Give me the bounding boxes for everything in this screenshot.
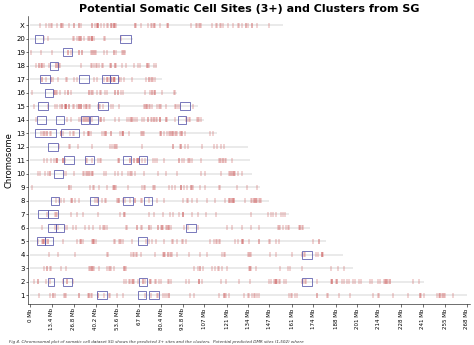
Bar [180, 102, 190, 110]
Bar [137, 292, 146, 299]
Bar [55, 170, 63, 178]
Bar [48, 143, 58, 151]
Bar [48, 224, 56, 232]
Bar [40, 75, 50, 83]
Bar [119, 34, 131, 43]
Bar [302, 251, 312, 259]
Bar [186, 224, 196, 232]
Bar [36, 237, 45, 245]
Bar [36, 116, 46, 124]
Bar [50, 62, 58, 70]
Bar [102, 75, 110, 83]
Bar [56, 116, 64, 124]
Bar [85, 156, 93, 164]
Bar [61, 129, 79, 137]
Bar [64, 156, 74, 164]
Bar [45, 237, 53, 245]
Bar [48, 210, 58, 218]
Bar [63, 278, 73, 286]
Y-axis label: Chromosome: Chromosome [4, 132, 13, 188]
Bar [35, 34, 43, 43]
Bar [178, 116, 186, 124]
Bar [149, 292, 159, 299]
Bar [139, 278, 147, 286]
Title: Potential Somatic Cell Sites (3+) and Clusters from SG: Potential Somatic Cell Sites (3+) and Cl… [79, 4, 419, 14]
Bar [123, 156, 131, 164]
Bar [51, 197, 59, 205]
Bar [139, 156, 147, 164]
Bar [38, 102, 48, 110]
Bar [144, 197, 152, 205]
Bar [137, 237, 147, 245]
Bar [38, 210, 48, 218]
Bar [45, 89, 53, 97]
Bar [97, 292, 107, 299]
Bar [56, 224, 64, 232]
Text: Fig 4. Chromosomal plot of somatic cell dataset SG shows the predicted 3+ sites : Fig 4. Chromosomal plot of somatic cell … [9, 340, 304, 344]
Bar [302, 278, 312, 286]
Bar [79, 75, 89, 83]
Bar [110, 75, 118, 83]
Bar [63, 48, 73, 56]
Bar [123, 197, 133, 205]
Bar [81, 116, 89, 124]
Bar [91, 116, 99, 124]
Bar [48, 278, 55, 286]
Bar [99, 102, 108, 110]
Bar [91, 197, 99, 205]
Bar [35, 129, 56, 137]
